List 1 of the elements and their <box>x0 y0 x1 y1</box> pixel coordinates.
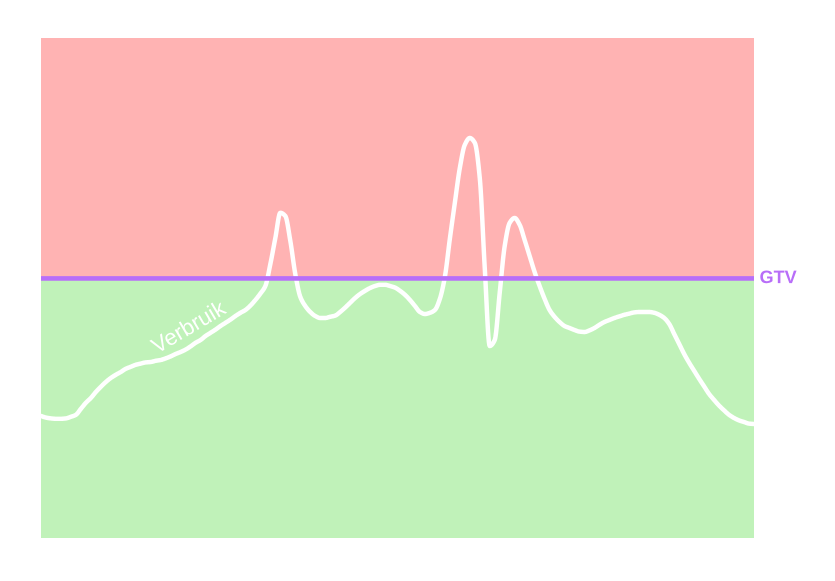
ref-line-label: GTV <box>760 270 797 284</box>
